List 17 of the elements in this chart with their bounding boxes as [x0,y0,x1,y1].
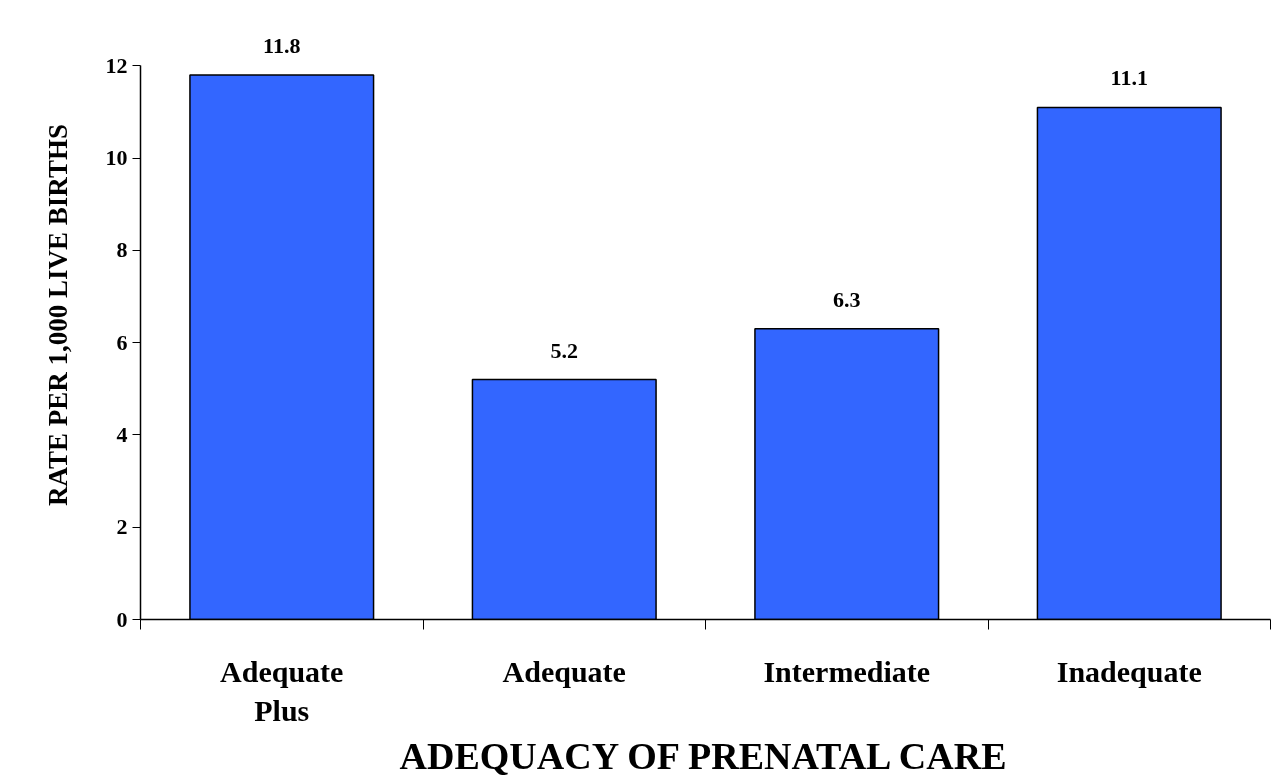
y-tick-label: 2 [116,514,128,540]
y-tick-label: 10 [105,145,128,171]
x-tick-label: Adequate [502,654,626,688]
data-label: 5.2 [550,337,578,363]
y-tick-label: 4 [116,421,128,447]
data-label: 11.1 [1110,65,1148,91]
x-tick-label: Intermediate [763,654,931,688]
x-tick-label: Inadequate [1056,654,1202,688]
y-tick-label: 0 [116,606,128,632]
x-axis-title: ADEQUACY OF PRENATAL CARE [399,735,1007,778]
data-label: 6.3 [833,286,861,312]
y-tick-label: 6 [116,329,128,355]
y-axis-title: RATE PER 1,000 LIVE BIRTHS [42,124,73,506]
data-label: 11.8 [263,33,301,59]
y-tick-label: 8 [116,237,128,263]
x-tick-label: Adequate Plus [220,654,344,728]
y-tick-label: 12 [105,52,128,78]
